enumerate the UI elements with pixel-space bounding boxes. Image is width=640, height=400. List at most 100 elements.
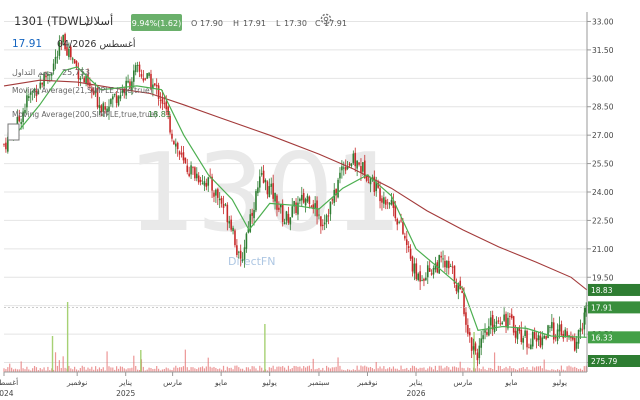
candle-body xyxy=(531,331,534,347)
volume-layer xyxy=(3,302,587,372)
volume-bar xyxy=(400,365,402,372)
volume-bar xyxy=(221,369,223,372)
ohlc-high-value: 17.91 xyxy=(243,19,266,28)
y-tick-label: 25.50 xyxy=(592,160,614,169)
candle-body xyxy=(310,205,313,207)
candle-body xyxy=(230,219,232,230)
volume-bar xyxy=(93,369,95,372)
candle-body xyxy=(520,329,523,343)
candle-body xyxy=(56,56,59,58)
candle-body xyxy=(140,74,143,77)
volume-bar xyxy=(348,369,351,372)
price-tag-label: 16.33 xyxy=(591,333,613,342)
volume-bar xyxy=(112,367,114,372)
candle-body xyxy=(356,160,358,169)
candle-body xyxy=(29,91,32,95)
volume-bar xyxy=(58,360,60,372)
candle-body xyxy=(194,167,196,179)
candle-body xyxy=(270,183,273,187)
candle-body xyxy=(276,195,278,210)
volume-bar xyxy=(469,368,471,372)
volume-bar xyxy=(51,368,53,372)
volume-bar xyxy=(272,365,274,372)
candle-body xyxy=(449,266,452,267)
candle-body xyxy=(551,322,553,329)
volume-bar xyxy=(511,368,513,372)
x-tick-label: مايو xyxy=(504,378,517,387)
volume-bar xyxy=(451,366,454,372)
candle-body xyxy=(524,330,526,336)
candle-body xyxy=(331,199,334,201)
volume-bar xyxy=(179,367,181,372)
candle-body xyxy=(438,255,441,274)
volume-bar xyxy=(280,366,282,372)
volume-bar xyxy=(310,368,312,372)
volume-bar xyxy=(331,367,333,372)
candle-body xyxy=(150,73,152,90)
candle-body xyxy=(92,90,95,95)
volume-bar xyxy=(360,365,362,372)
volume-bar xyxy=(476,365,478,372)
candle-body xyxy=(188,173,190,177)
candle-body xyxy=(392,200,395,208)
volume-bar xyxy=(453,366,456,372)
candle-body xyxy=(302,193,305,203)
candle-body xyxy=(31,91,34,92)
candle-body xyxy=(155,84,158,87)
candle-body xyxy=(434,263,437,270)
candle-body xyxy=(228,221,231,224)
legend-ma200-value: 18.83 xyxy=(148,110,171,119)
volume-bar xyxy=(30,370,32,372)
volume-bar xyxy=(144,370,146,372)
candle-body xyxy=(83,77,85,83)
candle-body xyxy=(49,74,51,76)
candle-body xyxy=(499,323,502,325)
change-badge-bg xyxy=(131,14,182,31)
candle-body xyxy=(268,186,271,198)
volume-bar xyxy=(522,367,524,372)
candle-body xyxy=(274,192,276,202)
candle-body xyxy=(337,179,339,198)
candle-body xyxy=(453,265,456,284)
volume-bar xyxy=(47,366,49,372)
volume-bar xyxy=(444,367,446,372)
candle-body xyxy=(203,181,206,186)
volume-bar xyxy=(366,366,368,372)
candle-body xyxy=(174,143,177,147)
symbol-title: 1301 (TDWL) xyxy=(14,14,90,28)
candle-body xyxy=(157,85,160,99)
volume-bar xyxy=(43,367,45,372)
candle-body xyxy=(68,48,70,58)
candle-body xyxy=(354,152,357,167)
candle-body xyxy=(37,90,40,95)
candle-body xyxy=(352,153,355,164)
legend-ma200-label: Moving Average(200,SIMPLE,true,true) xyxy=(12,110,157,119)
candle-body xyxy=(375,182,378,192)
candle-body xyxy=(581,329,584,331)
candle-body xyxy=(482,335,484,340)
candle-body xyxy=(461,291,463,293)
volume-bar xyxy=(492,369,494,372)
candle-body xyxy=(85,76,87,84)
volume-bar xyxy=(297,366,299,372)
volume-bar xyxy=(205,366,207,372)
volume-bar xyxy=(299,366,301,372)
volume-bar xyxy=(245,367,248,372)
collapse-legend-icon[interactable] xyxy=(7,123,20,141)
candle-body xyxy=(566,331,568,337)
volume-bar xyxy=(194,368,196,372)
volume-bar xyxy=(369,366,372,372)
candle-body xyxy=(169,115,171,133)
volume-bar xyxy=(411,365,414,372)
candle-body xyxy=(421,280,423,281)
candle-body xyxy=(365,176,368,181)
volume-bar xyxy=(259,365,261,372)
settings-gear-icon[interactable] xyxy=(320,13,332,25)
candle-body xyxy=(178,151,181,155)
candle-body xyxy=(279,204,282,208)
volume-bar xyxy=(327,367,330,372)
candle-body xyxy=(358,162,360,165)
volume-bar xyxy=(402,369,404,372)
